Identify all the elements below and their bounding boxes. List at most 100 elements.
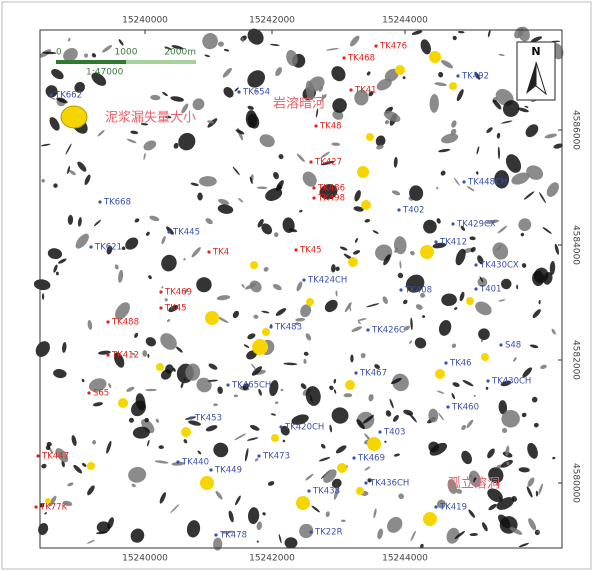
texture-blob (343, 393, 352, 397)
well-label: T402 (402, 206, 424, 216)
well-marker (167, 230, 170, 233)
well-marker (237, 90, 240, 93)
well-label: TK412 (111, 351, 139, 361)
x-axis-label: 15242000 (249, 16, 295, 26)
well-label: TK654 (242, 88, 270, 98)
loss-marker (181, 427, 191, 437)
well-marker (106, 353, 109, 356)
well-label: TK469 (164, 288, 192, 298)
well-label: TK45 (164, 304, 187, 314)
well-label: TK498 (317, 194, 345, 204)
well-marker (309, 530, 312, 533)
well-marker (87, 391, 90, 394)
well-marker (499, 343, 502, 346)
well-marker (474, 287, 477, 290)
well-marker (98, 200, 101, 203)
well-marker (106, 320, 109, 323)
y-axis-label: 4586000 (571, 110, 581, 150)
well-marker (294, 248, 297, 251)
well-label: TK424CH (307, 276, 347, 286)
x-axis-label: 15244000 (382, 554, 428, 564)
loss-marker (296, 496, 310, 510)
loss-marker (449, 82, 457, 90)
well-marker (444, 361, 447, 364)
well-label: TK46 (449, 359, 472, 369)
loss-marker (156, 363, 164, 371)
loss-marker (356, 487, 364, 495)
loss-marker (366, 133, 374, 141)
loss-marker (429, 51, 441, 63)
well-marker (309, 160, 312, 163)
well-label: TK449 (214, 466, 242, 476)
well-marker (159, 306, 162, 309)
well-marker (352, 456, 355, 459)
well-marker (354, 371, 357, 374)
well-label: TK486 (317, 184, 345, 194)
well-label: TK430CH (491, 377, 531, 387)
texture-blob (47, 442, 52, 447)
scale-label: 1000 (115, 48, 138, 58)
well-label: TK41 (354, 86, 377, 96)
well-label: TK476 (379, 42, 407, 52)
well-marker (269, 325, 272, 328)
well-label: TK465CH (231, 381, 271, 391)
well-label: TK478 (219, 531, 247, 541)
well-label: TK492 (461, 72, 489, 82)
well-label: TK621 (94, 243, 122, 253)
x-axis-label: 15244000 (382, 16, 428, 26)
well-marker (312, 186, 315, 189)
well-marker (257, 454, 260, 457)
well-marker (36, 454, 39, 457)
well-marker (279, 425, 282, 428)
loss-marker (481, 353, 489, 361)
well-label: TK453 (194, 414, 222, 424)
well-marker (446, 405, 449, 408)
well-marker (366, 328, 369, 331)
well-label: TK48 (319, 122, 342, 132)
well-label: TK77K (39, 503, 68, 513)
well-label: TK668 (103, 198, 131, 208)
loss-marker (357, 166, 369, 178)
well-marker (434, 240, 437, 243)
well-marker (314, 124, 317, 127)
well-marker (399, 288, 402, 291)
well-marker (307, 489, 310, 492)
well-label: TK448CH (467, 178, 507, 188)
well-label: TK419 (439, 503, 467, 513)
scale-ratio: 1:47000 (86, 68, 124, 78)
annotation: 孤立溶洞 (448, 477, 500, 492)
loss-marker (361, 200, 371, 210)
annotation: 泥浆漏失量大小 (105, 110, 196, 126)
well-marker (349, 88, 352, 91)
well-label: TK22R (314, 528, 343, 538)
well-marker (374, 44, 377, 47)
loss-marker (306, 298, 314, 306)
well-label: S65 (93, 389, 109, 399)
texture-blob (199, 176, 217, 186)
loss-marker (466, 297, 474, 305)
x-axis-label: 15240000 (122, 554, 168, 564)
well-marker (364, 481, 367, 484)
well-label: TK426C (371, 326, 405, 336)
well-marker (451, 222, 454, 225)
well-label: S48 (505, 341, 521, 351)
loss-marker (250, 261, 258, 269)
loss-marker (262, 328, 270, 336)
well-marker (49, 93, 52, 96)
well-label: TK408 (404, 286, 432, 296)
x-axis-label: 15242000 (249, 554, 295, 564)
well-marker (207, 250, 210, 253)
well-marker (209, 468, 212, 471)
well-label: TK460 (451, 403, 479, 413)
loss-marker (200, 476, 214, 490)
well-label: T401 (479, 285, 501, 295)
loss-marker (367, 437, 381, 451)
well-marker (312, 196, 315, 199)
well-marker (226, 383, 229, 386)
well-label: TK420CH (284, 423, 324, 433)
well-marker (302, 278, 305, 281)
well-label: TK438 (312, 487, 340, 497)
well-marker (456, 74, 459, 77)
y-axis-label: 4580000 (571, 463, 581, 503)
annotation: 岩溶暗河 (273, 97, 325, 112)
